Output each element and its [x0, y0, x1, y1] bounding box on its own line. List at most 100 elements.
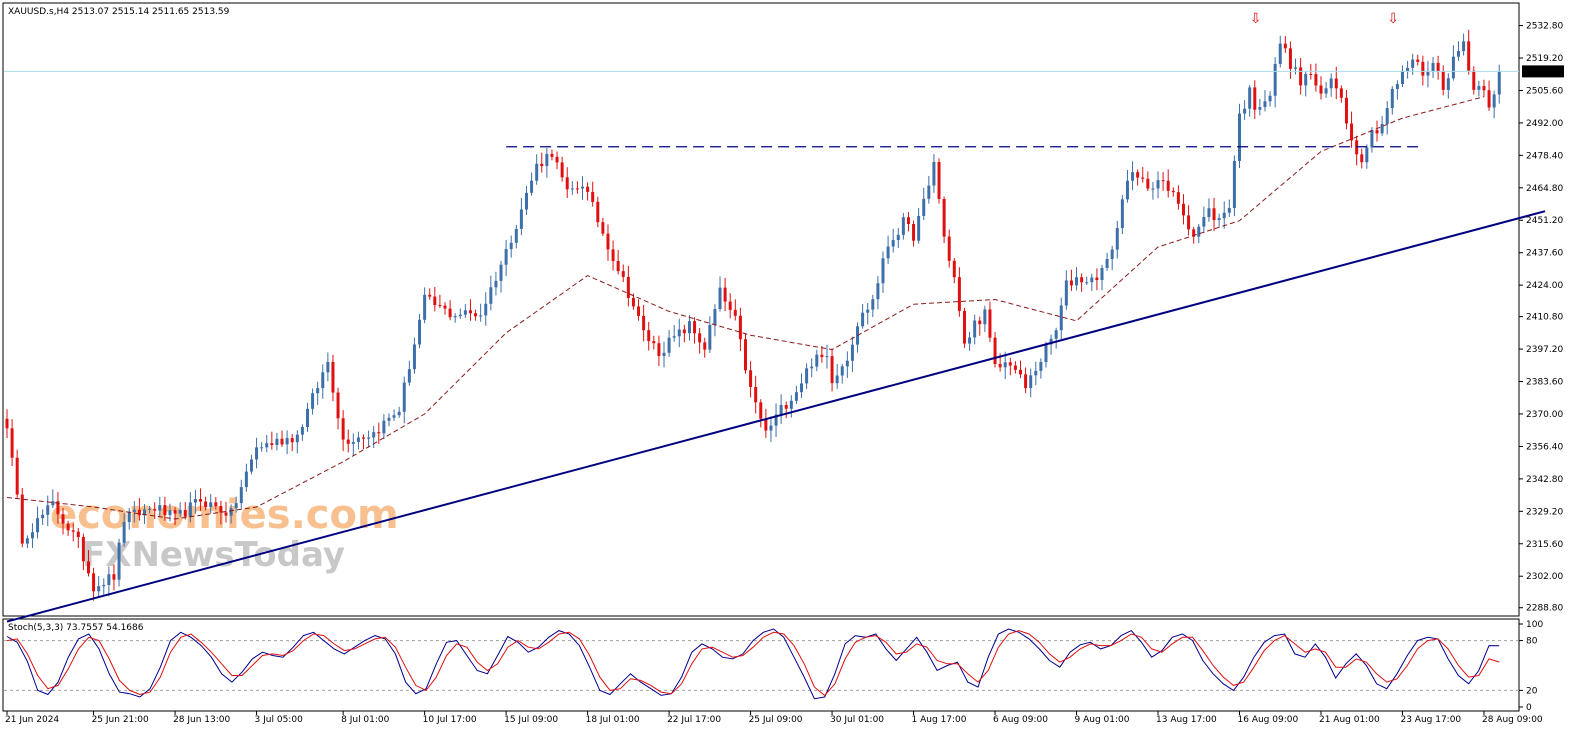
candle-bull — [1207, 208, 1211, 217]
candle-bear — [341, 418, 345, 440]
candle-bear — [591, 191, 595, 202]
candle-bull — [255, 447, 259, 460]
y-tick-label: 2370.00 — [1526, 410, 1563, 420]
candle-bull — [1227, 207, 1231, 213]
candle-bull — [188, 502, 192, 517]
candle-bear — [112, 574, 116, 580]
candle-bear — [703, 342, 707, 350]
candle-bull — [423, 294, 427, 320]
candle-bear — [224, 512, 228, 516]
candle-bear — [912, 224, 916, 241]
candle-bull — [117, 542, 121, 580]
y-tick-label: 2532.80 — [1526, 22, 1563, 32]
candle-bear — [626, 276, 630, 298]
y-tick-label: 2519.20 — [1526, 54, 1563, 64]
candle-bull — [463, 310, 467, 315]
candle-bear — [1192, 229, 1196, 237]
x-tick-label: 23 Aug 17:00 — [1400, 715, 1461, 725]
candle-bear — [586, 186, 590, 192]
candle-bull — [861, 312, 865, 327]
candle-bull — [901, 217, 905, 235]
candle-bear — [998, 364, 1002, 368]
candle-bull — [927, 185, 931, 199]
candle-bull — [667, 337, 671, 353]
candle-bear — [5, 418, 9, 429]
main-plot[interactable]: ⇩ ⇩ — [4, 11, 1546, 623]
x-tick-label: 6 Aug 09:00 — [993, 715, 1048, 725]
candle-bull — [1273, 63, 1277, 96]
candle-bear — [10, 428, 14, 458]
candle-bear — [86, 561, 90, 574]
candle-bull — [886, 246, 890, 259]
candle-bull — [866, 309, 870, 313]
candle-bull — [805, 368, 809, 384]
support-trendline — [6, 210, 1546, 623]
candle-bear — [738, 315, 742, 340]
x-tick-label: 21 Aug 01:00 — [1319, 715, 1380, 725]
candle-bull — [51, 501, 55, 506]
candle-bull — [127, 511, 131, 523]
stoch-plot[interactable] — [4, 628, 1519, 700]
candle-bull — [1156, 180, 1160, 189]
candle-bull — [1268, 95, 1272, 102]
candle-bull — [397, 411, 401, 416]
candle-bull — [774, 414, 778, 426]
candle-bull — [305, 408, 309, 428]
candle-bull — [1243, 108, 1247, 114]
candle-bull — [1029, 375, 1033, 389]
symbol-info: XAUUSD.s,H4 2513.07 2515.14 2511.65 2513… — [8, 7, 230, 17]
candle-bear — [1136, 172, 1140, 178]
candle-bull — [677, 329, 681, 337]
candle-bear — [1299, 67, 1303, 86]
x-tick-label: 13 Aug 17:00 — [1156, 715, 1217, 725]
candle-bull — [316, 388, 320, 394]
candle-bear — [698, 333, 702, 343]
candle-bear — [204, 501, 208, 507]
candle-bull — [122, 522, 126, 543]
x-tick-label: 1 Aug 17:00 — [912, 715, 967, 725]
y-tick-label: 2410.80 — [1526, 313, 1563, 323]
candle-bear — [728, 301, 732, 310]
candle-bull — [1044, 344, 1048, 363]
candle-bull — [1064, 280, 1068, 306]
candle-bear — [957, 277, 961, 311]
candle-bear — [1482, 86, 1486, 91]
candle-bull — [1395, 84, 1399, 89]
candle-bull — [1085, 282, 1089, 284]
stoch-tick-label: 0 — [1526, 703, 1532, 713]
candle-bear — [575, 188, 579, 190]
candle-bull — [672, 336, 676, 338]
candle-bull — [835, 375, 839, 384]
candle-bull — [779, 405, 783, 415]
candle-bear — [820, 354, 824, 358]
candle-bull — [850, 344, 854, 361]
candle-bull — [922, 198, 926, 216]
candle-bull — [382, 420, 386, 434]
candle-bull — [1462, 41, 1466, 52]
candle-bear — [448, 308, 452, 318]
candle-bull — [239, 487, 243, 504]
candle-bull — [1457, 51, 1461, 57]
current-price-tag — [1522, 65, 1564, 78]
candle-bear — [988, 309, 992, 338]
candle-bear — [962, 310, 966, 344]
candle-bull — [499, 264, 503, 281]
candle-bear — [1095, 277, 1099, 281]
candle-bull — [1304, 74, 1308, 86]
candle-bull — [662, 352, 666, 357]
y-tick-label: 2437.60 — [1526, 249, 1563, 259]
candle-bear — [1350, 123, 1354, 141]
candle-bear — [1212, 208, 1216, 221]
candle-bull — [1232, 160, 1236, 208]
candle-bull — [285, 438, 289, 445]
candle-bull — [1039, 362, 1043, 371]
candle-bull — [356, 437, 360, 443]
candle-bull — [372, 432, 376, 438]
candle-bull — [1370, 130, 1374, 148]
candle-bull — [968, 337, 972, 344]
main-pane-frame — [2, 2, 1520, 617]
candle-bull — [514, 228, 518, 243]
candle-bull — [234, 503, 238, 509]
candle-bear — [280, 438, 284, 445]
candle-bear — [1339, 88, 1343, 98]
